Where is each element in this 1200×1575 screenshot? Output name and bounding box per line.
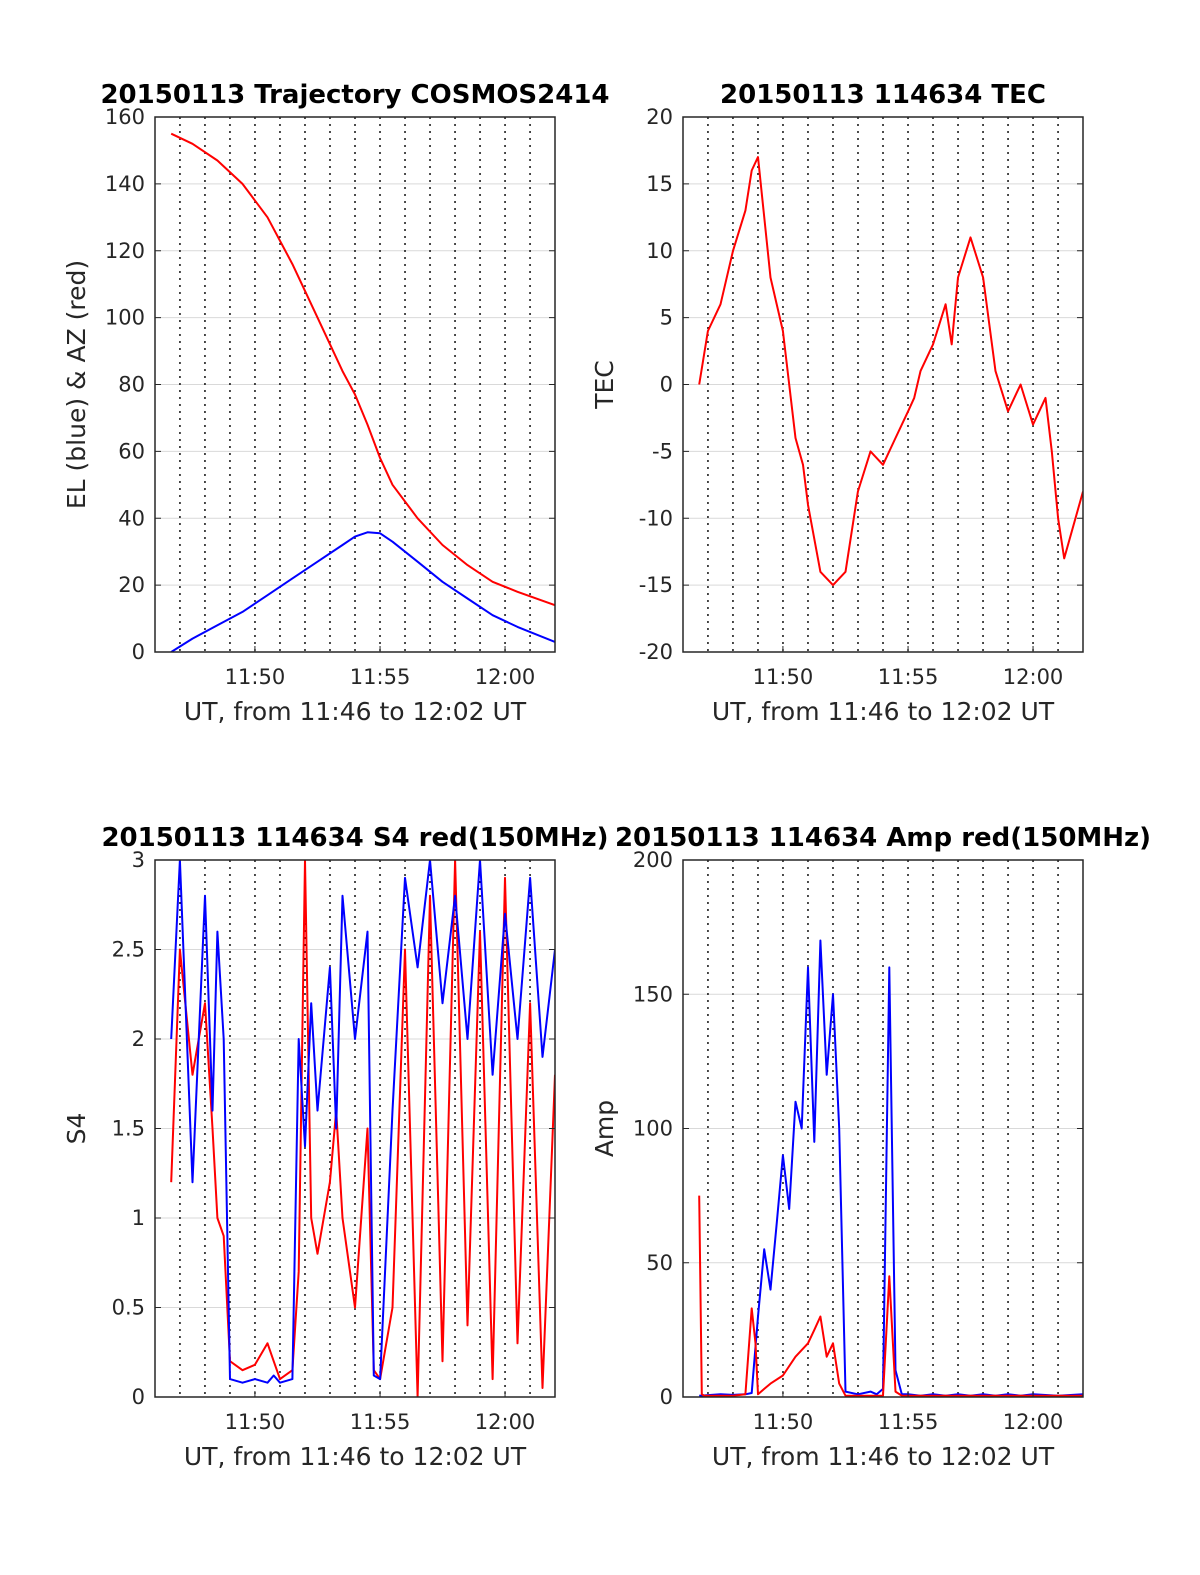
s4-series-blue (170, 860, 555, 1384)
amp-ytick-label: 50 (646, 1251, 673, 1275)
s4-ytick-label: 1.5 (112, 1117, 145, 1141)
tec-ytick-label: 0 (660, 373, 673, 397)
tec-title: 20150113 114634 TEC (720, 80, 1046, 110)
trajectory-series-el (170, 531, 555, 652)
trajectory-ytick-label: 40 (118, 506, 145, 530)
amp-ylabel: Amp (590, 1100, 619, 1157)
s4-xtick-label: 11:55 (350, 1410, 411, 1434)
s4-panel: 0 0.5 1 1.5 2 2.5 3 11:50 11:55 12:00 20150113 114… (62, 823, 609, 1471)
s4-xlabel: UT, from 11:46 to 12:02 UT (184, 1442, 527, 1471)
tec-ytick-label: -20 (639, 640, 673, 664)
trajectory-xtick-label: 12:00 (475, 665, 536, 689)
s4-xtick-label: 12:00 (475, 1410, 536, 1434)
trajectory-ytick-label: 80 (118, 373, 145, 397)
amp-ytick-label: 0 (660, 1385, 673, 1409)
amp-ytick-label: 100 (633, 1117, 673, 1141)
trajectory-ytick-label: 20 (118, 573, 145, 597)
amp-ytick-label: 150 (633, 982, 673, 1006)
s4-ytick-label: 0.5 (112, 1296, 145, 1320)
trajectory-xlabel: UT, from 11:46 to 12:02 UT (184, 697, 527, 726)
trajectory-ytick-label: 140 (105, 172, 145, 196)
trajectory-ytick-label: 100 (105, 306, 145, 330)
amp-xlabel: UT, from 11:46 to 12:02 UT (712, 1442, 1055, 1471)
tec-xtick-label: 11:55 (878, 665, 939, 689)
s4-ytick-label: 0 (132, 1385, 145, 1409)
tec-xtick-label: 11:50 (753, 665, 814, 689)
s4-xtick-label: 11:50 (225, 1410, 286, 1434)
trajectory-ytick-label: 120 (105, 239, 145, 263)
tec-ytick-label: -5 (652, 439, 673, 463)
trajectory-panel: 0 20 40 60 80 100 120 140 160 11:50 11:55 12:00 2015… (62, 80, 610, 726)
tec-ytick-label: 10 (646, 239, 673, 263)
s4-ylabel: S4 (62, 1113, 91, 1145)
tec-xlabel: UT, from 11:46 to 12:02 UT (712, 697, 1055, 726)
tec-ytick-label: 20 (646, 105, 673, 129)
s4-ytick-label: 1 (132, 1206, 145, 1230)
amp-series-red (698, 1195, 1083, 1397)
s4-ytick-label: 2 (132, 1027, 145, 1051)
tec-panel: -20 -15 -10 -5 0 5 10 15 20 11:50 11:55 12:00 201501… (590, 80, 1084, 726)
trajectory-xtick-label: 11:55 (350, 665, 411, 689)
trajectory-ytick-label: 0 (132, 640, 145, 664)
trajectory-ylabel: EL (blue) & AZ (red) (62, 260, 91, 509)
s4-ytick-label: 3 (132, 848, 145, 872)
s4-ytick-label: 2.5 (112, 938, 145, 962)
amp-title: 20150113 114634 Amp red(150MHz) (615, 823, 1151, 853)
amp-xtick-label: 11:50 (753, 1410, 814, 1434)
tec-series-tec (698, 156, 1083, 587)
amp-xtick-label: 12:00 (1003, 1410, 1064, 1434)
amp-panel: 0 50 100 150 200 11:50 11:55 12:00 20150113 1146… (590, 823, 1151, 1471)
s4-title: 20150113 114634 S4 red(150MHz) (101, 823, 608, 853)
trajectory-ytick-label: 160 (105, 105, 145, 129)
amp-xtick-label: 11:55 (878, 1410, 939, 1434)
trajectory-series-az (170, 132, 555, 607)
tec-xtick-label: 12:00 (1003, 665, 1064, 689)
trajectory-title: 20150113 Trajectory COSMOS2414 (100, 80, 609, 110)
trajectory-ytick-label: 60 (118, 439, 145, 463)
tec-ytick-label: -15 (639, 573, 673, 597)
amp-ytick-label: 200 (633, 848, 673, 872)
tec-ytick-label: 15 (646, 172, 673, 196)
tec-ylabel: TEC (590, 360, 619, 410)
tec-ytick-label: 5 (660, 306, 673, 330)
trajectory-xtick-label: 11:50 (225, 665, 286, 689)
tec-ytick-label: -10 (639, 506, 673, 530)
